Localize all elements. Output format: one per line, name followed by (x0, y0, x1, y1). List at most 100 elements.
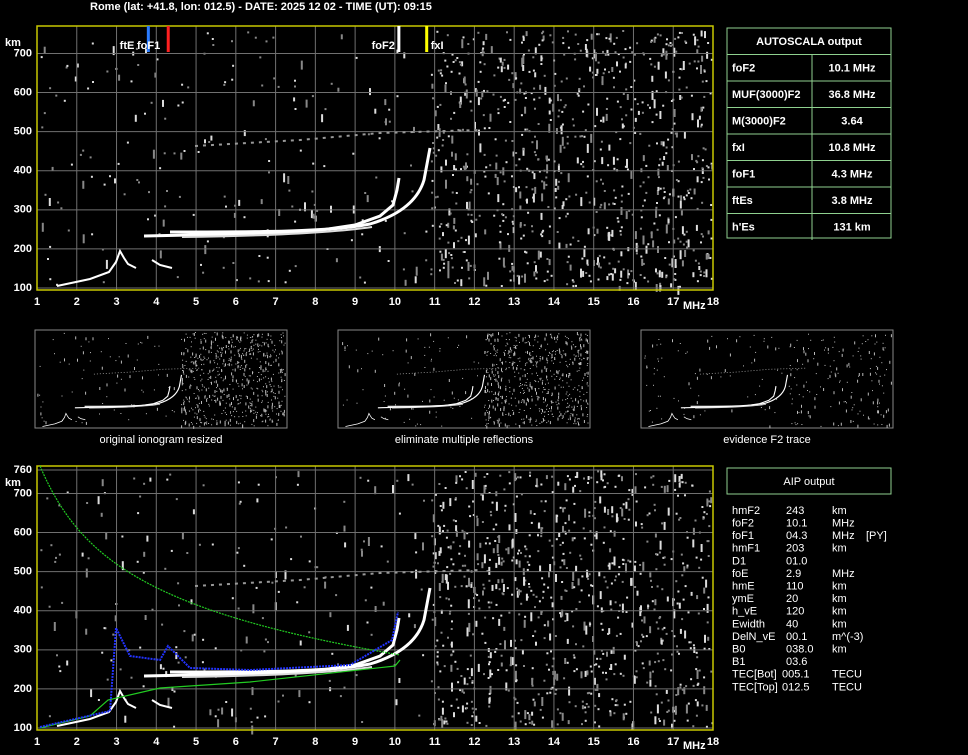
thumbnail-noise (230, 411, 231, 413)
thumbnail-noise (275, 358, 277, 362)
noise (677, 36, 680, 39)
noise (608, 144, 611, 151)
aip-cell: km (832, 543, 847, 555)
noise (658, 164, 661, 167)
thumbnail-noise (493, 374, 494, 376)
thumbnail-noise (120, 378, 122, 380)
thumbnail-noise (491, 399, 493, 403)
thumbnail-noise (729, 375, 731, 377)
thumbnail-noise (507, 343, 509, 345)
thumbnail-noise (685, 352, 687, 354)
noise (519, 720, 522, 723)
thumbnail-noise (508, 339, 510, 341)
noise (500, 654, 503, 657)
y-tick-label: 600 (14, 86, 32, 98)
noise (505, 669, 508, 672)
noise (482, 114, 485, 117)
noise (639, 185, 642, 188)
noise (308, 631, 311, 634)
thumbnail-noise (222, 380, 224, 382)
thumbnail-noise (525, 363, 527, 365)
thumbnail-noise (420, 424, 422, 426)
thumbnail-noise (208, 387, 210, 389)
noise (436, 105, 439, 108)
thumbnail-noise (890, 381, 892, 385)
thumbnail-noise (531, 386, 533, 390)
noise (700, 125, 703, 128)
noise (208, 141, 211, 143)
thumbnail-noise (497, 338, 499, 342)
thumbnail-frame (640, 329, 894, 429)
noise (606, 97, 609, 100)
thumbnail-noise (488, 338, 490, 342)
thumbnail-noise (587, 403, 589, 405)
noise (450, 70, 453, 73)
noise (641, 101, 644, 104)
noise (623, 559, 626, 562)
noise (477, 80, 480, 83)
thumbnail-noise (817, 362, 819, 366)
noise (659, 158, 662, 161)
table-title: AUTOSCALA output (756, 36, 862, 48)
thumbnail-noise (537, 341, 539, 343)
thumbnail-noise (505, 361, 507, 363)
thumbnail-noise (497, 398, 499, 401)
noise (537, 550, 540, 553)
thumbnail-noise (562, 350, 564, 352)
noise (518, 275, 521, 285)
thumbnail-noise (101, 366, 103, 370)
noise (692, 684, 695, 687)
thumbnail-noise (260, 365, 262, 369)
thumbnail-noise (545, 398, 546, 402)
noise (551, 544, 554, 547)
noise (453, 111, 456, 114)
thumbnail-noise (271, 419, 273, 423)
noise (447, 241, 450, 244)
thumbnail-noise (493, 364, 495, 366)
noise (685, 194, 688, 197)
noise (553, 207, 556, 210)
thumbnail-noise (283, 380, 285, 381)
noise (673, 122, 676, 125)
noise (593, 721, 596, 724)
thumbnail-noise (407, 362, 409, 364)
thumbnail-noise (517, 365, 518, 367)
thumbnail-noise (253, 409, 255, 411)
noise (683, 198, 686, 201)
noise (498, 556, 501, 565)
noise (475, 620, 478, 627)
thumbnail-noise (85, 337, 87, 341)
noise (531, 141, 534, 144)
noise (557, 185, 560, 190)
thumbnail-noise (542, 391, 544, 393)
thumbnail-noise (837, 425, 839, 427)
thumbnail-noise (403, 421, 405, 423)
noise (607, 632, 610, 635)
noise (555, 514, 558, 523)
thumbnail-noise (580, 344, 581, 348)
noise (463, 531, 466, 540)
thumbnail-noise (528, 357, 530, 359)
row-label: foF1 (732, 168, 755, 180)
noise (607, 53, 610, 56)
noise (574, 476, 577, 478)
noise (708, 500, 711, 503)
thumbnail-noise (224, 363, 226, 365)
noise (493, 214, 496, 217)
thumbnail-noise (227, 364, 229, 366)
thumbnail-noise (887, 408, 889, 412)
thumbnail-noise (191, 361, 193, 363)
plot-border (36, 25, 714, 291)
noise (621, 185, 624, 188)
thumbnail-noise (833, 336, 835, 338)
noise (471, 221, 474, 223)
thumbnail-noise (206, 398, 208, 402)
thumbnail-noise (872, 401, 874, 405)
noise (156, 58, 159, 61)
noise (344, 542, 347, 548)
thumbnail-noise (266, 385, 268, 389)
noise (619, 632, 622, 635)
noise (512, 83, 515, 89)
noise (277, 590, 280, 593)
noise (594, 125, 597, 128)
